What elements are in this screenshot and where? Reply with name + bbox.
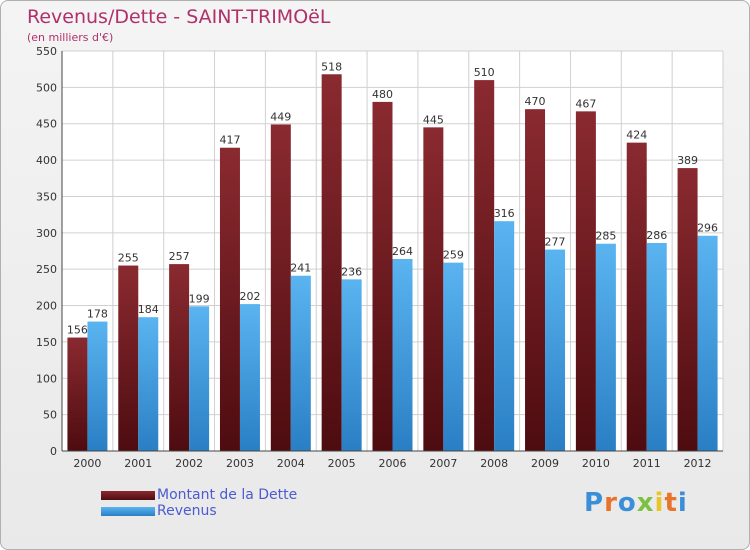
y-tick-label-0: 0 — [50, 445, 57, 458]
proxiti-logo: Proxiti — [584, 488, 688, 518]
bar-debt-2011 — [626, 142, 647, 452]
data-label-debt-2007: 445 — [423, 113, 444, 126]
bar-debt-2002 — [169, 264, 190, 451]
bar-revenue-2005 — [341, 279, 362, 451]
x-tick-label-2004: 2004 — [277, 457, 305, 470]
data-label-revenue-2001: 184 — [138, 303, 159, 316]
legend-label-debt: Montant de la Dette — [157, 487, 298, 503]
y-tick-label-150: 150 — [36, 336, 57, 349]
data-label-debt-2000: 156 — [67, 324, 88, 337]
y-tick-label-550: 550 — [36, 45, 57, 58]
x-tick-label-2010: 2010 — [582, 457, 610, 470]
x-tick-label-2009: 2009 — [531, 457, 559, 470]
x-tick-label-2002: 2002 — [175, 457, 203, 470]
data-label-revenue-2008: 316 — [494, 207, 515, 220]
bar-debt-2005 — [321, 74, 342, 451]
data-label-revenue-2010: 285 — [595, 230, 616, 243]
y-tick-label-300: 300 — [36, 227, 57, 240]
data-label-revenue-2004: 241 — [290, 262, 311, 275]
data-label-debt-2001: 255 — [118, 252, 139, 265]
bar-revenue-2012 — [697, 235, 718, 451]
bar-debt-2012 — [677, 168, 698, 451]
bar-debt-2006 — [372, 101, 393, 451]
bar-revenue-2007 — [443, 262, 464, 451]
y-tick-label-500: 500 — [36, 81, 57, 94]
bar-debt-2003 — [219, 147, 240, 451]
bar-debt-2001 — [118, 265, 139, 451]
chart-title: Revenus/Dette - SAINT-TRIMOëL — [27, 6, 331, 28]
data-label-revenue-2011: 286 — [646, 229, 667, 242]
bar-debt-2010 — [575, 111, 596, 451]
legend-swatch-revenue — [101, 507, 155, 516]
bar-revenue-2010 — [595, 243, 616, 451]
bar-debt-2000 — [67, 337, 88, 451]
y-tick-label-250: 250 — [36, 263, 57, 276]
x-tick-label-2005: 2005 — [328, 457, 356, 470]
bar-debt-2008 — [474, 80, 495, 451]
legend-swatch-debt — [101, 491, 155, 500]
y-tick-label-100: 100 — [36, 372, 57, 385]
data-label-debt-2010: 467 — [575, 97, 596, 110]
bar-revenue-2004 — [290, 275, 311, 451]
x-tick-label-2001: 2001 — [124, 457, 152, 470]
data-label-revenue-2006: 264 — [392, 245, 413, 258]
data-label-debt-2008: 510 — [474, 66, 495, 79]
data-label-debt-2003: 417 — [219, 134, 240, 147]
legend-label-revenue: Revenus — [157, 503, 217, 519]
x-tick-label-2011: 2011 — [633, 457, 661, 470]
data-label-debt-2006: 480 — [372, 88, 393, 101]
bar-revenue-2009 — [545, 249, 566, 451]
y-tick-label-450: 450 — [36, 118, 57, 131]
x-tick-label-2008: 2008 — [480, 457, 508, 470]
data-label-debt-2009: 470 — [525, 95, 546, 108]
bar-revenue-2011 — [646, 243, 667, 451]
x-tick-label-2003: 2003 — [226, 457, 254, 470]
bar-revenue-2002 — [189, 306, 210, 451]
bar-debt-2004 — [270, 124, 291, 452]
x-tick-label-2000: 2000 — [73, 457, 101, 470]
bar-debt-2007 — [423, 127, 444, 451]
y-tick-label-50: 50 — [43, 409, 57, 422]
bar-revenue-2001 — [138, 317, 159, 451]
data-label-debt-2011: 424 — [626, 129, 647, 142]
y-tick-label-350: 350 — [36, 190, 57, 203]
y-tick-label-400: 400 — [36, 154, 57, 167]
bar-revenue-2008 — [494, 221, 515, 451]
x-tick-label-2007: 2007 — [429, 457, 457, 470]
x-tick-label-2012: 2012 — [684, 457, 712, 470]
bar-revenue-2006 — [392, 259, 413, 451]
data-label-revenue-2007: 259 — [443, 249, 464, 262]
data-label-revenue-2005: 236 — [341, 265, 362, 278]
data-label-revenue-2000: 178 — [87, 308, 108, 321]
data-label-revenue-2003: 202 — [239, 290, 260, 303]
bar-debt-2009 — [525, 109, 546, 451]
data-label-revenue-2002: 199 — [189, 292, 210, 305]
data-label-debt-2004: 449 — [270, 110, 291, 123]
data-label-debt-2005: 518 — [321, 60, 342, 73]
data-label-revenue-2009: 277 — [545, 236, 566, 249]
x-tick-label-2006: 2006 — [379, 457, 407, 470]
chart-subtitle: (en milliers d'€) — [27, 31, 114, 44]
y-tick-label-200: 200 — [36, 300, 57, 313]
data-label-revenue-2012: 296 — [697, 222, 718, 235]
bar-revenue-2000 — [87, 321, 108, 451]
bar-revenue-2003 — [239, 304, 260, 451]
data-label-debt-2002: 257 — [169, 250, 190, 263]
data-label-debt-2012: 389 — [677, 154, 698, 167]
